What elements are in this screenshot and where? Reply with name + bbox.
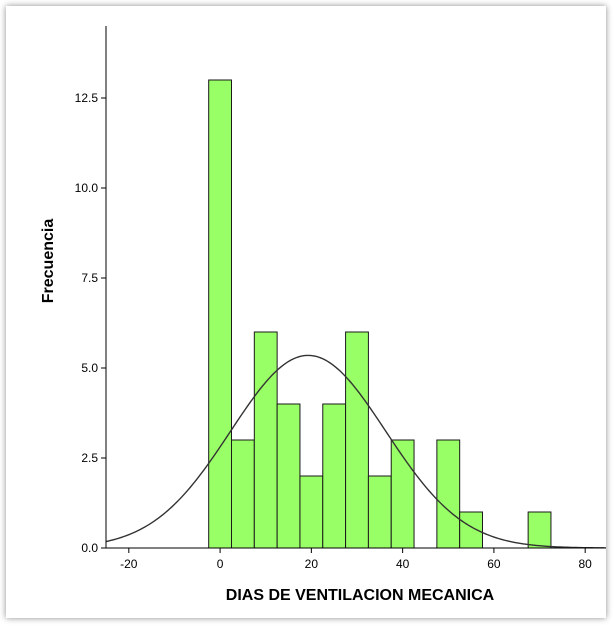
histogram-bar xyxy=(459,511,484,549)
x-tick-label: 60 xyxy=(487,557,501,571)
chart-frame: 0.0 2.5 5.0 7.5 10.0 12.5 -20 0 20 40 60 80 Frecue… xyxy=(6,6,606,618)
histogram-bar xyxy=(276,403,301,549)
y-ticks: 0.0 2.5 5.0 7.5 10.0 12.5 xyxy=(75,91,106,555)
y-tick-label: 10.0 xyxy=(75,181,99,195)
y-tick-label: 2.5 xyxy=(81,451,98,465)
x-tick-label: 40 xyxy=(396,557,410,571)
histogram-bar xyxy=(322,403,347,549)
histogram-bar xyxy=(299,475,324,549)
y-tick-label: 7.5 xyxy=(81,271,98,285)
y-tick-label: 12.5 xyxy=(75,91,99,105)
histogram-bar xyxy=(345,331,369,549)
bars-layer xyxy=(208,79,552,549)
histogram-chart: 0.0 2.5 5.0 7.5 10.0 12.5 -20 0 20 40 60 80 Frecue… xyxy=(40,26,606,604)
x-tick-label: 20 xyxy=(305,557,319,571)
y-tick-label: 0.0 xyxy=(81,541,98,555)
histogram-bar xyxy=(253,331,278,549)
x-tick-label: 0 xyxy=(217,557,224,571)
histogram-bar xyxy=(231,439,255,549)
histogram-bar xyxy=(527,511,552,549)
normal-curve xyxy=(105,354,606,549)
x-tick-label: -20 xyxy=(120,557,138,571)
x-ticks: -20 0 20 40 60 80 xyxy=(120,548,592,571)
histogram-bar xyxy=(436,439,461,549)
y-tick-label: 5.0 xyxy=(81,361,98,375)
y-axis-title: Frecuencia xyxy=(40,219,57,304)
x-tick-label: 80 xyxy=(579,557,593,571)
histogram-bar xyxy=(367,475,392,549)
x-axis-title: DIAS DE VENTILACION MECANICA xyxy=(226,587,495,604)
histogram-bar xyxy=(208,79,233,549)
